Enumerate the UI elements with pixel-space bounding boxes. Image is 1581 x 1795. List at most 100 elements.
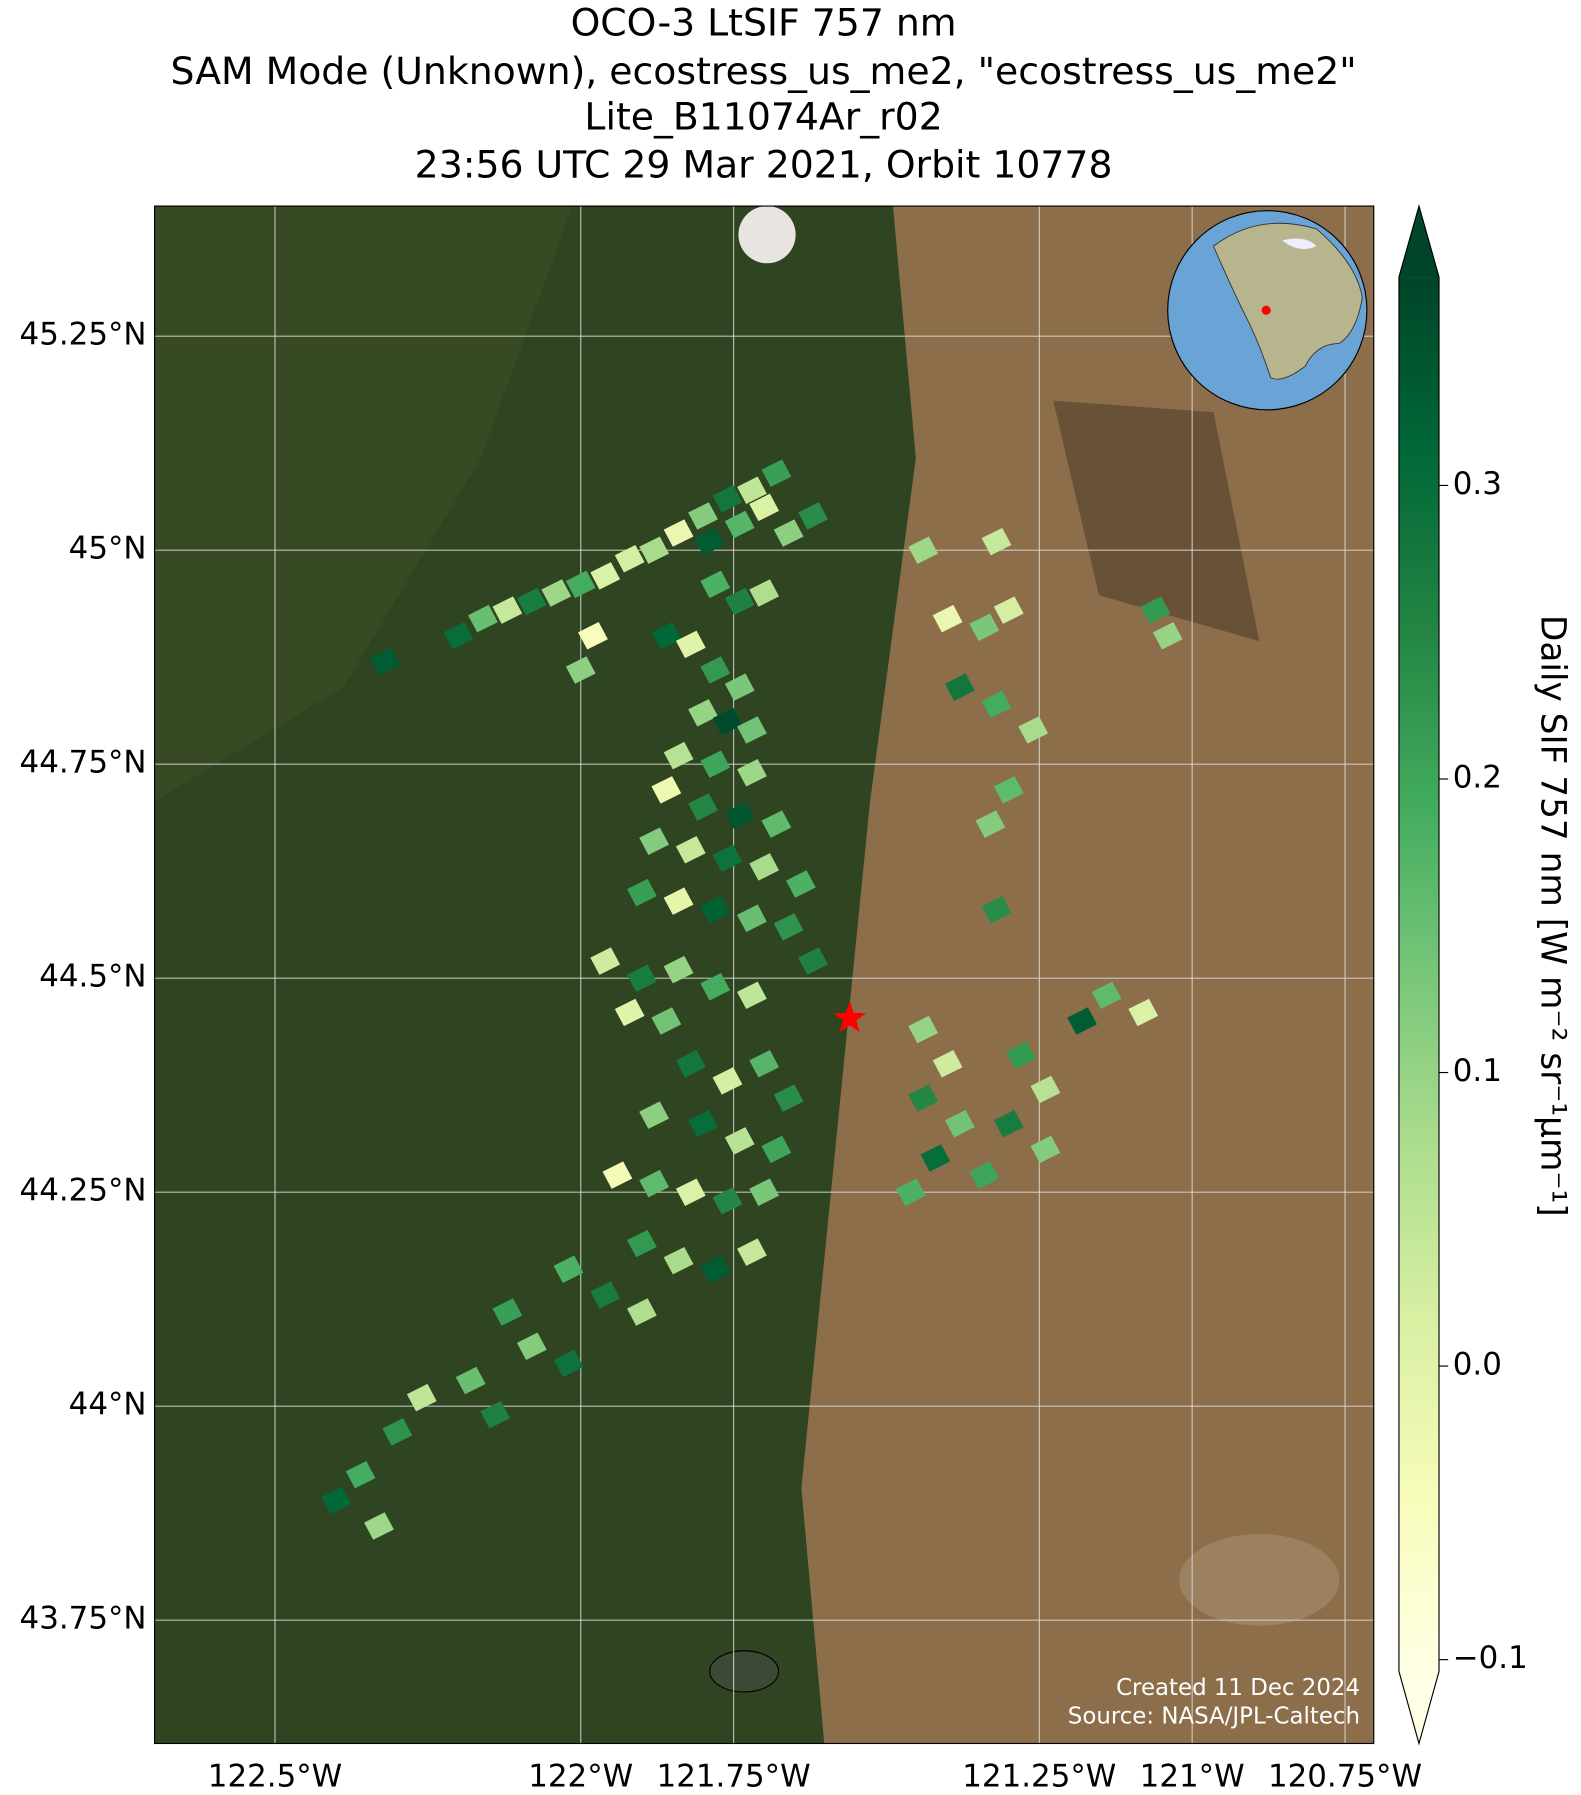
plateau	[1179, 1533, 1340, 1626]
sif-footprint	[688, 1109, 718, 1138]
sif-footprint	[675, 836, 706, 864]
sif-footprint	[700, 750, 731, 778]
sif-footprint	[516, 1332, 547, 1361]
sif-footprint	[1030, 1135, 1061, 1164]
sif-footprint	[639, 1169, 669, 1198]
sif-footprint	[773, 913, 804, 941]
sif-footprint	[1152, 622, 1183, 650]
sif-footprint	[737, 759, 767, 787]
y-tick-label: 45°N	[69, 531, 147, 567]
sif-footprint	[737, 904, 767, 933]
sif-footprint	[1006, 1041, 1036, 1069]
sif-footprint	[993, 596, 1024, 624]
globe-land	[1212, 222, 1363, 380]
sif-footprint	[700, 656, 731, 684]
sif-footprint	[675, 630, 706, 659]
y-tick-label: 44.25°N	[20, 1173, 147, 1209]
sif-footprint	[565, 656, 596, 684]
sif-footprint	[639, 827, 669, 855]
sif-footprint	[688, 793, 718, 821]
title-line: 23:56 UTC 29 Mar 2021, Orbit 10778	[415, 143, 1113, 187]
sif-footprint	[468, 604, 498, 633]
sif-footprint	[737, 1238, 767, 1266]
sif-footprint	[663, 887, 694, 915]
x-tick-label: 121.75°W	[657, 1758, 811, 1794]
y-tick-label: 44.5°N	[39, 959, 146, 995]
sif-footprint	[712, 707, 743, 736]
sif-footprint	[749, 579, 780, 607]
sif-footprint	[565, 570, 596, 599]
colorbar-label: Daily SIF 757 nm [W m⁻² sr⁻¹μm⁻¹]	[1533, 615, 1573, 1217]
sif-footprint	[1128, 998, 1159, 1027]
sif-footprint	[639, 1101, 669, 1129]
sif-footprint	[749, 493, 780, 522]
sif-footprint	[969, 613, 1000, 641]
sif-footprint	[785, 870, 816, 898]
sif-footprint	[712, 1187, 743, 1215]
title-line: Lite_B11074Ar_r02	[584, 95, 942, 139]
sif-footprint	[364, 1512, 394, 1540]
sif-footprint	[651, 776, 682, 804]
sif-footprint	[908, 536, 939, 564]
sif-footprint	[761, 1135, 792, 1164]
sif-footprint	[590, 562, 621, 590]
sif-footprint	[694, 527, 725, 556]
sif-footprint	[639, 536, 669, 564]
sif-footprint	[712, 844, 743, 873]
colorbar-extend-min	[1398, 1671, 1440, 1744]
sif-footprint	[663, 519, 694, 547]
ridge	[1053, 400, 1260, 642]
x-tick-label: 122°W	[528, 1758, 633, 1794]
sif-footprint	[1067, 1007, 1097, 1035]
sif-footprint	[773, 1084, 804, 1112]
sif-footprint	[908, 1084, 939, 1112]
sif-footprint	[663, 1246, 694, 1275]
colorbar-body	[1398, 277, 1440, 1672]
sif-footprint	[737, 476, 767, 504]
sif-footprint	[614, 998, 645, 1027]
sif-footprint	[700, 895, 731, 924]
sif-footprint	[737, 716, 767, 744]
footprints	[321, 459, 1183, 1540]
x-tick-label: 122.5°W	[208, 1758, 342, 1794]
sif-footprint	[700, 1255, 731, 1283]
y-tick-label: 43.75°N	[20, 1601, 147, 1637]
sif-footprint	[932, 1050, 963, 1078]
sif-footprint	[761, 459, 792, 487]
sif-footprint	[516, 587, 547, 616]
sif-footprint	[492, 596, 523, 624]
globe-ice	[1282, 238, 1317, 250]
sif-footprint	[590, 947, 621, 975]
sif-footprint	[553, 1349, 584, 1378]
sif-footprint	[614, 545, 645, 573]
x-tick-label: 120.75°W	[1268, 1758, 1422, 1794]
sif-footprint	[480, 1401, 511, 1429]
sif-footprint	[969, 1161, 1000, 1189]
sif-footprint	[981, 527, 1012, 556]
sif-footprint	[382, 1418, 413, 1446]
sif-footprint	[553, 1255, 584, 1283]
sif-footprint	[627, 878, 657, 907]
x-tick-label: 121°W	[1140, 1758, 1245, 1794]
sif-footprint	[993, 776, 1024, 804]
sif-footprint	[724, 673, 755, 701]
mount-hood	[738, 206, 796, 264]
sif-footprint	[541, 579, 572, 607]
colorbar-tick-label: 0.0	[1453, 1347, 1502, 1383]
sif-footprint	[981, 690, 1012, 719]
map-frame	[154, 205, 1375, 1745]
sif-footprint	[749, 853, 780, 881]
sif-footprint	[1030, 1075, 1061, 1104]
sif-footprint	[981, 895, 1012, 924]
sif-footprint	[798, 947, 828, 975]
lake	[709, 1650, 780, 1693]
sif-footprint	[443, 622, 474, 650]
sif-footprint	[627, 964, 657, 992]
sif-footprint	[724, 1127, 755, 1155]
sif-footprint	[920, 1144, 951, 1172]
forest-texture	[154, 206, 573, 802]
sif-footprint	[627, 1298, 657, 1326]
sif-footprint	[651, 622, 682, 650]
